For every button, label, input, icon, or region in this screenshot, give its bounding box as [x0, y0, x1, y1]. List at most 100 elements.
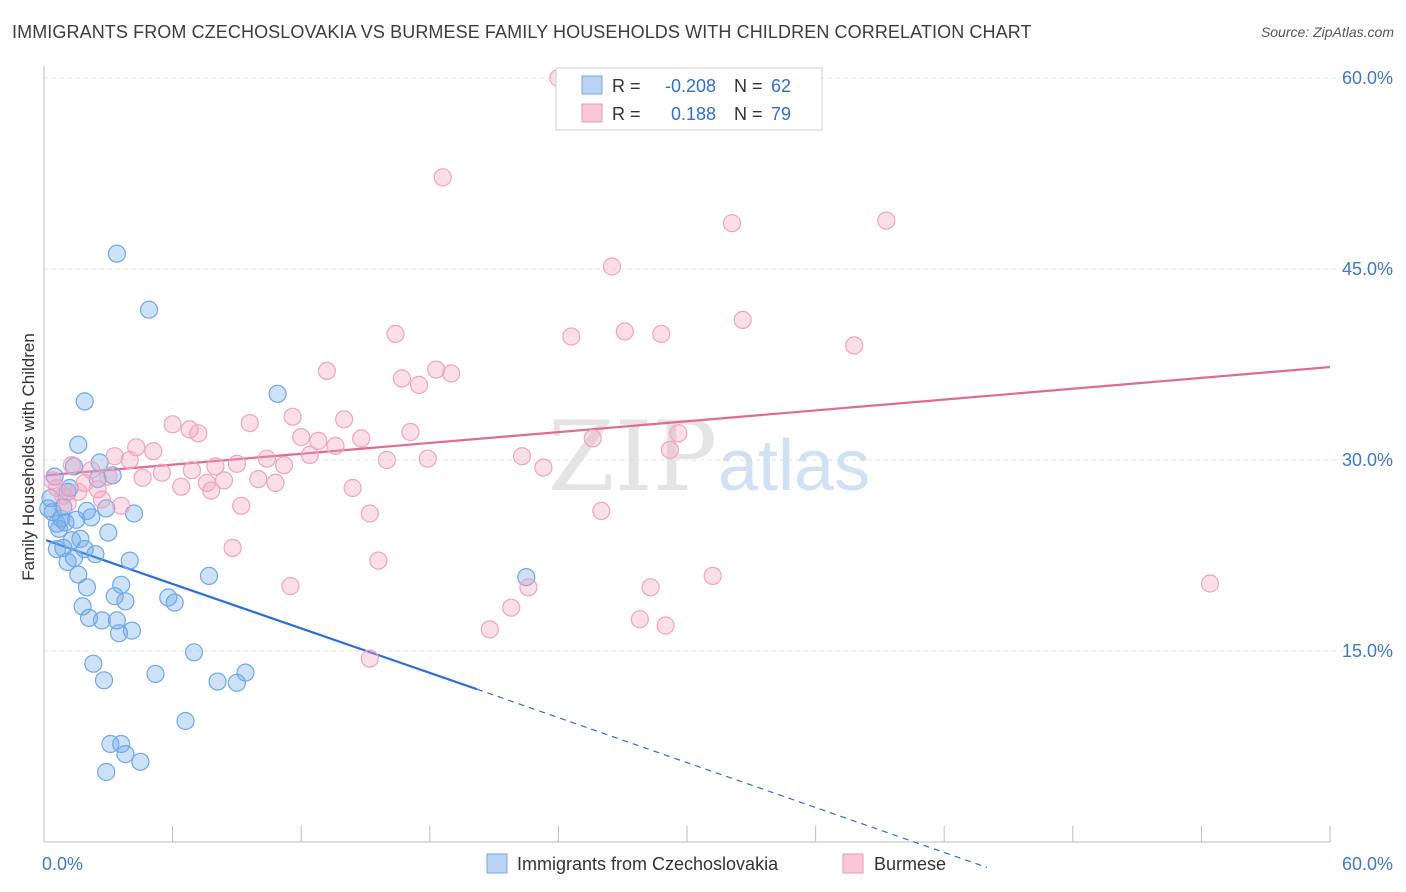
point-czechoslovakia: [131, 752, 150, 771]
point-burmese: [442, 364, 461, 383]
point-burmese: [283, 407, 302, 426]
point-czechoslovakia: [208, 672, 227, 691]
point-burmese: [82, 461, 101, 480]
y-tick-label: 60.0%: [1342, 68, 1393, 88]
point-burmese: [418, 449, 437, 468]
point-czechoslovakia: [116, 592, 135, 611]
point-burmese: [427, 360, 446, 379]
x-tick-label: 0.0%: [42, 854, 83, 874]
point-czechoslovakia: [101, 734, 120, 754]
point-burmese: [152, 463, 171, 482]
point-czechoslovakia: [268, 384, 287, 403]
point-burmese: [69, 482, 88, 501]
point-burmese: [127, 438, 146, 457]
point-burmese: [630, 610, 649, 629]
point-czechoslovakia: [47, 539, 67, 559]
point-burmese: [223, 538, 242, 558]
point-burmese: [112, 496, 131, 515]
stats-n-label-2: N =: [734, 104, 763, 124]
point-czechoslovakia: [184, 643, 204, 662]
point-czechoslovakia: [139, 300, 159, 319]
point-burmese: [105, 447, 124, 466]
y-tick-label: 30.0%: [1342, 450, 1393, 470]
stats-r-label-2: R =: [612, 104, 641, 124]
point-czechoslovakia: [112, 575, 131, 594]
point-burmese: [172, 477, 191, 496]
point-burmese: [58, 494, 77, 513]
point-burmese: [602, 257, 622, 276]
y-tick-label: 15.0%: [1342, 641, 1393, 661]
point-czechoslovakia: [199, 566, 219, 586]
trend-line-czechoslovakia-extrapolated: [476, 688, 988, 869]
point-burmese: [392, 369, 411, 388]
point-burmese: [281, 576, 300, 596]
point-burmese: [214, 471, 234, 490]
point-burmese: [433, 168, 452, 187]
chart-title: IMMIGRANTS FROM CZECHOSLOVAKIA VS BURMES…: [12, 22, 1032, 42]
point-burmese: [240, 414, 259, 433]
point-czechoslovakia: [165, 593, 184, 612]
point-czechoslovakia: [97, 499, 116, 518]
point-burmese: [722, 214, 742, 233]
point-czechoslovakia: [112, 734, 131, 754]
stats-r-value-2: 0.188: [671, 104, 716, 124]
point-czechoslovakia: [86, 545, 105, 564]
point-burmese: [1200, 574, 1220, 593]
point-czechoslovakia: [92, 611, 112, 630]
point-burmese: [615, 322, 634, 341]
point-burmese: [656, 616, 675, 635]
point-czechoslovakia: [84, 654, 103, 673]
legend-label-czechoslovakia: Immigrants from Czechoslovakia: [517, 854, 779, 874]
trend-lines: [45, 365, 1331, 869]
point-burmese: [641, 578, 660, 597]
point-burmese: [703, 566, 722, 586]
point-burmese: [660, 440, 680, 459]
point-burmese: [377, 450, 396, 470]
point-czechoslovakia: [116, 744, 135, 764]
point-burmese: [583, 429, 602, 448]
stats-n-value-1: 62: [771, 76, 791, 96]
point-czechoslovakia: [77, 578, 97, 597]
point-burmese: [309, 431, 328, 450]
trend-line-burmese: [46, 365, 1331, 477]
point-czechoslovakia: [75, 392, 94, 411]
point-czechoslovakia: [97, 762, 116, 782]
x-tick-labels: 0.0% 60.0%: [42, 854, 1393, 874]
point-czechoslovakia: [146, 664, 165, 684]
point-burmese: [266, 473, 285, 492]
gridlines: [44, 77, 1394, 652]
point-burmese: [335, 410, 354, 429]
point-burmese: [502, 598, 521, 617]
point-burmese: [592, 501, 611, 520]
point-burmese: [182, 461, 201, 480]
point-czechoslovakia: [94, 671, 114, 690]
point-burmese: [326, 436, 345, 456]
point-burmese: [343, 478, 362, 498]
bottom-legend: Immigrants from Czechoslovakia Burmese: [486, 853, 946, 874]
stats-n-label-1: N =: [734, 76, 763, 96]
point-burmese: [512, 447, 532, 466]
point-burmese: [652, 324, 671, 343]
point-burmese: [292, 428, 311, 447]
point-burmese: [369, 551, 388, 570]
point-czechoslovakia: [77, 501, 97, 520]
legend-swatch-burmese: [842, 853, 864, 874]
point-burmese: [163, 415, 182, 434]
stats-n-value-2: 79: [771, 104, 791, 124]
point-burmese: [360, 504, 379, 523]
point-czechoslovakia: [73, 597, 92, 616]
legend-swatch-czechoslovakia: [486, 853, 508, 874]
data-points: [39, 68, 1220, 782]
watermark-zip: ZIP: [548, 401, 717, 513]
point-burmese: [275, 456, 294, 475]
point-czechoslovakia: [47, 514, 67, 533]
stats-swatch-burmese: [581, 103, 603, 123]
point-burmese: [401, 422, 420, 442]
point-burmese: [144, 442, 163, 461]
point-burmese: [669, 424, 688, 443]
y-tick-label: 45.0%: [1342, 259, 1393, 279]
point-burmese: [99, 467, 118, 486]
point-burmese: [300, 445, 319, 464]
point-burmese: [92, 490, 112, 509]
